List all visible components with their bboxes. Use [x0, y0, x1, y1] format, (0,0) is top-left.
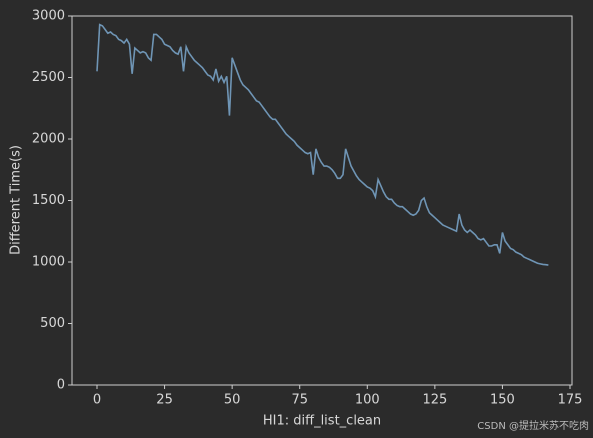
y-tick-label: 2000	[32, 132, 65, 147]
x-tick-label: 0	[93, 393, 101, 408]
x-tick-label: 75	[291, 393, 308, 408]
x-tick-label: 125	[422, 393, 447, 408]
data-line	[96, 23, 549, 266]
x-tick-label: 150	[490, 393, 515, 408]
y-axis-label: Different Time(s)	[9, 145, 24, 255]
y-tick-label: 500	[40, 316, 65, 331]
watermark: CSDN @提拉米苏不吃肉	[477, 419, 589, 432]
y-tick-label: 1000	[32, 255, 65, 270]
x-tick-label: 175	[558, 393, 583, 408]
x-tick-label: 25	[156, 393, 173, 408]
y-tick-label: 3000	[32, 9, 65, 24]
x-tick-label: 50	[224, 393, 241, 408]
y-tick-label: 1500	[32, 193, 65, 208]
y-tick-label: 2500	[32, 70, 65, 85]
x-tick-label: 100	[355, 393, 380, 408]
x-axis-label: HI1: diff_list_clean	[263, 414, 381, 429]
y-tick-label: 0	[57, 378, 65, 393]
